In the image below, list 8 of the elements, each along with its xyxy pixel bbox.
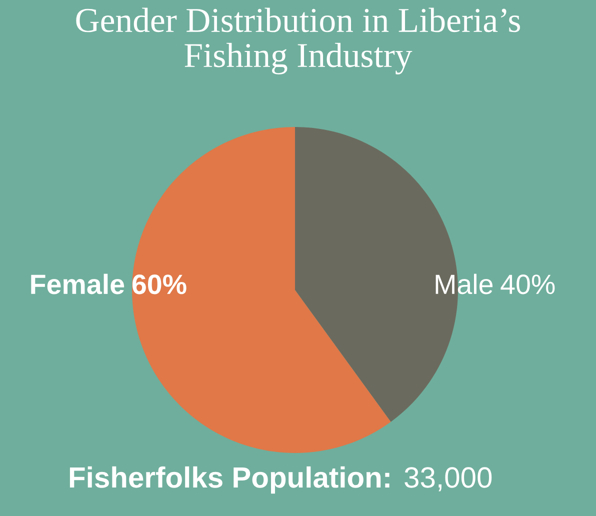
pie-slice: [132, 127, 391, 453]
slice-label: Female: [31, 274, 124, 294]
data-label: 60%: [132, 274, 186, 294]
slice-label: Male: [436, 274, 493, 294]
chart-title: Gender Distribution in Liberia’s Fishing Industry: [76, 8, 520, 74]
text: 33,000: [404, 467, 492, 492]
data-label: 40%: [500, 274, 555, 294]
text: Fisherfolks Population:: [70, 466, 390, 494]
